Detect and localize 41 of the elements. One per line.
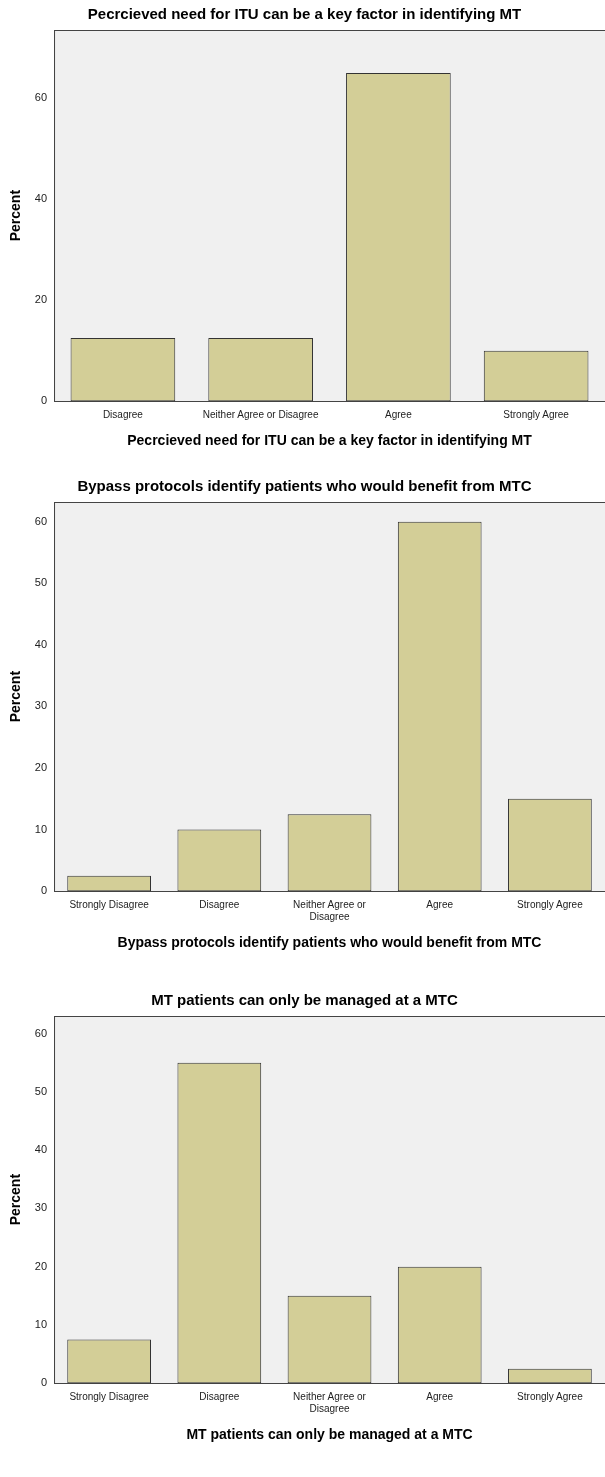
x-tick-label: Agree bbox=[426, 1390, 454, 1402]
y-tick-label: 60 bbox=[34, 514, 48, 527]
y-tick-label: 40 bbox=[34, 637, 48, 650]
x-axis-title: Pecrcieved need for ITU can be a key factor in identifying MT bbox=[127, 432, 533, 449]
y-tick-label: 40 bbox=[34, 1143, 48, 1156]
y-tick-label: 60 bbox=[34, 1026, 48, 1039]
chart-title: MT patients can only be managed at a MTC bbox=[151, 991, 459, 1009]
y-tick-label: 20 bbox=[34, 761, 48, 774]
x-tick-label: Agree bbox=[426, 898, 454, 910]
chart-title: Pecrcieved need for ITU can be a key factor in identifying MT bbox=[87, 5, 522, 23]
x-tick-label: Disagree bbox=[102, 408, 144, 420]
y-tick-label: 0 bbox=[40, 1376, 48, 1389]
x-tick-label: Strongly Disagree bbox=[69, 898, 150, 910]
x-axis-title: MT patients can only be managed at a MTC bbox=[186, 1426, 473, 1443]
y-axis-title: Percent bbox=[7, 1173, 24, 1226]
x-tick-label: Agree bbox=[385, 408, 413, 420]
y-tick-label: 30 bbox=[34, 699, 48, 712]
x-axis-title: Bypass protocols identify patients who would benefit from MTC bbox=[117, 934, 542, 951]
y-tick-label: 10 bbox=[34, 1317, 48, 1330]
y-tick-label: 0 bbox=[40, 884, 48, 897]
y-axis-title: Percent bbox=[7, 670, 24, 723]
x-tick-label: Strongly Agree bbox=[517, 898, 584, 910]
y-axis-title: Percent bbox=[7, 189, 24, 242]
y-tick-label: 50 bbox=[34, 1084, 48, 1097]
y-tick-label: 10 bbox=[34, 822, 48, 835]
y-tick-label: 60 bbox=[34, 91, 48, 104]
y-tick-label: 30 bbox=[34, 1201, 48, 1214]
y-tick-label: 0 bbox=[40, 394, 48, 407]
y-tick-label: 40 bbox=[34, 192, 48, 205]
y-tick-label: 20 bbox=[34, 293, 48, 306]
x-tick-label: Disagree bbox=[199, 1390, 240, 1402]
x-tick-label: Neither Agree or Disagree bbox=[293, 1390, 367, 1414]
x-tick-label: Neither Agree or Disagree bbox=[202, 408, 319, 420]
x-tick-label: Neither Agree or Disagree bbox=[293, 898, 367, 922]
y-tick-label: 20 bbox=[34, 1259, 48, 1272]
y-tick-label: 50 bbox=[34, 576, 48, 589]
x-tick-label: Strongly Disagree bbox=[69, 1390, 150, 1402]
x-tick-label: Strongly Agree bbox=[517, 1390, 584, 1402]
x-tick-label: Disagree bbox=[199, 898, 240, 910]
chart-title: Bypass protocols identify patients who would benefit from MTC bbox=[77, 477, 532, 495]
x-tick-label: Strongly Agree bbox=[503, 408, 570, 420]
